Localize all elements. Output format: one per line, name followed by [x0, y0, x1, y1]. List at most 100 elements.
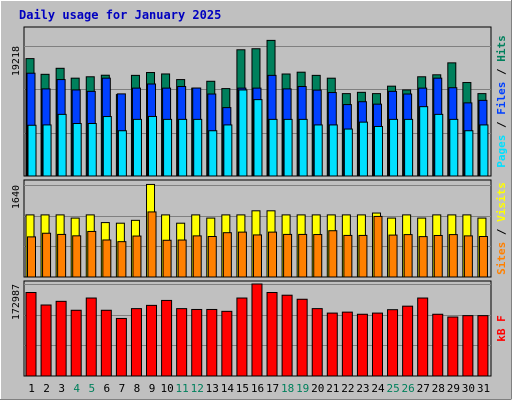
day-label-13: 13 — [206, 382, 219, 395]
panel-2-ymax-label: 172987 — [11, 284, 22, 320]
day-label-14: 14 — [221, 382, 235, 395]
bar-sites-day-10 — [162, 239, 172, 278]
bar-sites-day-7 — [117, 241, 127, 278]
bar-kbf-day-8 — [130, 308, 142, 377]
bar-kbf-day-3 — [55, 300, 67, 377]
bar-sites-day-22 — [343, 234, 353, 278]
bar-kbf-day-27 — [417, 297, 429, 377]
bar-pages-day-14 — [223, 124, 233, 177]
day-label-11: 11 — [176, 382, 189, 395]
panel-2-legend: kB F — [495, 315, 508, 342]
bar-pages-day-29 — [449, 118, 459, 177]
day-label-3: 3 — [58, 382, 65, 395]
bar-kbf-day-23 — [356, 313, 368, 377]
bar-kbf-day-26 — [402, 305, 414, 377]
day-label-8: 8 — [134, 382, 141, 395]
legend-separator: / — [495, 115, 508, 135]
bar-pages-day-12 — [193, 118, 203, 177]
bar-sites-day-9 — [147, 211, 157, 278]
bar-kbf-day-16 — [251, 283, 263, 377]
bar-sites-day-13 — [207, 235, 217, 278]
bar-sites-day-20 — [313, 234, 323, 278]
day-label-24: 24 — [371, 382, 385, 395]
bar-kbf-day-4 — [70, 309, 82, 377]
legend-hits: Hits — [495, 35, 508, 62]
bar-sites-day-18 — [283, 233, 293, 278]
bar-pages-day-19 — [298, 118, 308, 177]
bar-kbf-day-24 — [371, 312, 383, 377]
day-label-2: 2 — [43, 382, 50, 395]
bar-sites-day-15 — [237, 231, 247, 278]
bar-kbf-day-14 — [221, 310, 233, 377]
day-label-20: 20 — [311, 382, 324, 395]
bar-pages-day-3 — [57, 113, 67, 177]
bar-pages-day-27 — [419, 106, 429, 177]
day-label-28: 28 — [432, 382, 445, 395]
bar-sites-day-11 — [177, 239, 187, 278]
panel-1-legend: Sites / Visits — [495, 182, 508, 275]
bar-kbf-day-17 — [266, 292, 278, 377]
bar-sites-day-12 — [192, 235, 202, 278]
bar-sites-day-5 — [87, 230, 97, 278]
bar-pages-day-4 — [72, 123, 82, 177]
day-label-27: 27 — [417, 382, 430, 395]
bar-sites-day-16 — [252, 234, 262, 278]
bar-sites-day-26 — [403, 234, 413, 278]
bar-kbf-day-19 — [296, 298, 308, 377]
day-label-26: 26 — [402, 382, 415, 395]
legend-kb-f: kB F — [495, 315, 508, 342]
bar-pages-day-1 — [27, 124, 37, 177]
bar-kbf-day-10 — [161, 299, 173, 377]
day-label-17: 17 — [266, 382, 279, 395]
bar-sites-day-24 — [373, 215, 383, 278]
bar-kbf-day-21 — [326, 312, 338, 377]
legend-files: Files — [495, 82, 508, 115]
bar-kbf-day-11 — [176, 308, 188, 377]
bar-sites-day-6 — [102, 239, 112, 278]
bar-kbf-day-13 — [206, 308, 218, 377]
bar-pages-day-31 — [479, 124, 489, 177]
chart-title: Daily usage for January 2025 — [19, 8, 221, 22]
bar-sites-day-3 — [57, 233, 67, 278]
bar-pages-day-16 — [253, 99, 263, 177]
panel-0-ymax-label: 19218 — [11, 46, 22, 76]
day-label-5: 5 — [88, 382, 95, 395]
chart-panels — [23, 26, 492, 377]
bar-kbf-day-2 — [40, 304, 52, 377]
bar-sites-day-29 — [448, 234, 458, 278]
bar-pages-day-20 — [313, 124, 323, 177]
bar-kbf-day-22 — [341, 311, 353, 377]
day-label-30: 30 — [462, 382, 475, 395]
bar-kbf-day-30 — [462, 315, 474, 377]
bar-kbf-day-9 — [146, 304, 158, 377]
bar-sites-day-30 — [463, 235, 473, 278]
bar-pages-day-13 — [208, 130, 218, 177]
day-label-9: 9 — [149, 382, 156, 395]
bar-sites-day-31 — [478, 235, 488, 278]
legend-separator: / — [495, 222, 508, 242]
bar-pages-day-10 — [163, 118, 173, 177]
day-label-22: 22 — [341, 382, 354, 395]
day-label-18: 18 — [281, 382, 294, 395]
bar-sites-day-21 — [328, 230, 338, 278]
day-label-1: 1 — [28, 382, 35, 395]
panel-0-legend: Pages / Files / Hits — [495, 35, 508, 168]
bar-kbf-day-5 — [85, 297, 97, 377]
bar-kbf-day-29 — [447, 316, 459, 377]
bar-sites-day-1 — [27, 236, 36, 278]
bar-kbf-day-28 — [432, 313, 444, 377]
day-axis: 1 2 3 4 5 6 7 8 9 10 11 12 13 14 15 16 17 18 19 20 21 22 23 24 2… — [28, 382, 490, 395]
bar-pages-day-21 — [328, 124, 338, 177]
bar-pages-day-26 — [404, 118, 414, 177]
day-label-15: 15 — [236, 382, 249, 395]
bar-kbf-day-15 — [236, 297, 248, 377]
bar-kbf-day-20 — [311, 308, 323, 377]
bar-pages-day-5 — [87, 123, 97, 177]
day-label-4: 4 — [73, 382, 80, 395]
bar-kbf-day-25 — [387, 309, 399, 377]
bar-pages-day-25 — [389, 118, 399, 177]
bar-kbf-day-12 — [191, 308, 203, 377]
day-label-31: 31 — [477, 382, 490, 395]
